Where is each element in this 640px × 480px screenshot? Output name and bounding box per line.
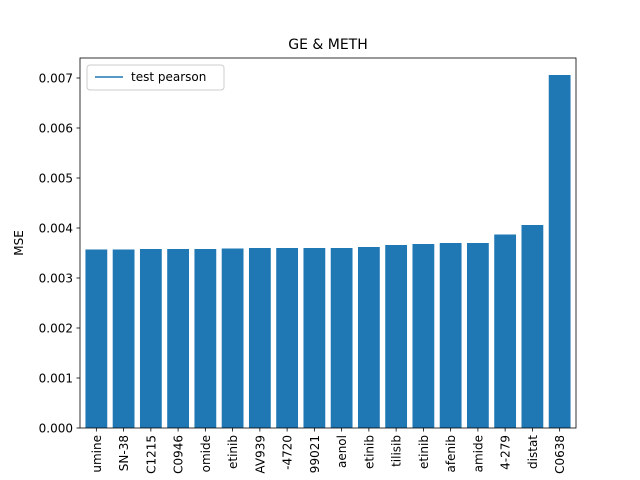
x-tick-label-6: AV939 — [253, 435, 267, 474]
legend: test pearson — [86, 64, 225, 91]
bar-17 — [548, 75, 571, 428]
y-tick-label-7: 0.007 — [39, 72, 73, 86]
bars-group — [85, 75, 571, 428]
x-tick-label-8: 99021 — [308, 435, 322, 473]
bar-9 — [330, 248, 353, 428]
bar-3 — [167, 249, 190, 428]
x-tick-label-14: amide — [471, 435, 485, 472]
x-tick-label-16: distat — [526, 435, 540, 469]
x-tick-label-5: etinib — [226, 435, 240, 469]
x-tick-label-10: etinib — [362, 435, 376, 469]
y-axis: 0.000 0.001 0.002 0.003 0.004 0.005 0.006 0.007 — [39, 72, 80, 436]
bar-16 — [521, 225, 544, 428]
legend-box — [86, 64, 225, 91]
bar-5 — [221, 248, 244, 428]
x-tick-label-4: omide — [199, 435, 213, 472]
bar-14 — [466, 243, 489, 428]
bar-6 — [248, 248, 271, 428]
y-tick-label-4: 0.004 — [39, 222, 73, 236]
x-tick-label-0: umine — [90, 435, 104, 473]
x-tick-label-17: C0638 — [553, 435, 567, 474]
bar-11 — [385, 245, 408, 428]
x-tick-label-12: etinib — [417, 435, 431, 469]
x-axis: umine SN-38 C1215 C0946 omide etinib AV939 -472… — [90, 428, 567, 474]
x-tick-label-2: C1215 — [144, 435, 158, 474]
plot-frame — [79, 57, 577, 429]
y-tick-label-0: 0.000 — [39, 422, 73, 436]
y-tick-label-5: 0.005 — [39, 172, 73, 186]
bar-10 — [357, 247, 380, 428]
y-tick-label-1: 0.001 — [39, 372, 73, 386]
x-tick-label-1: SN-38 — [117, 435, 131, 471]
bar-12 — [412, 244, 435, 428]
bar-15 — [494, 234, 517, 428]
x-tick-label-3: C0946 — [172, 435, 186, 474]
legend-entry-test-pearson: test pearson — [131, 70, 206, 84]
bar-1 — [112, 249, 135, 428]
chart-title: GE & METH — [288, 37, 368, 53]
x-tick-label-7: -4720 — [281, 435, 295, 470]
bar-4 — [194, 249, 217, 428]
x-tick-label-15: 4-279 — [499, 435, 513, 470]
bar-13 — [439, 243, 462, 428]
bar-2 — [139, 249, 162, 428]
x-tick-label-9: aenol — [335, 435, 349, 468]
y-tick-label-6: 0.006 — [39, 122, 73, 136]
x-tick-label-11: tilisib — [390, 435, 404, 467]
bar-0 — [85, 249, 108, 428]
bar-8 — [303, 248, 326, 428]
x-tick-label-13: afenib — [444, 435, 458, 473]
y-tick-label-3: 0.003 — [39, 272, 73, 286]
y-tick-label-2: 0.002 — [39, 322, 73, 336]
bar-7 — [276, 248, 299, 428]
y-axis-label: MSE — [12, 230, 26, 256]
